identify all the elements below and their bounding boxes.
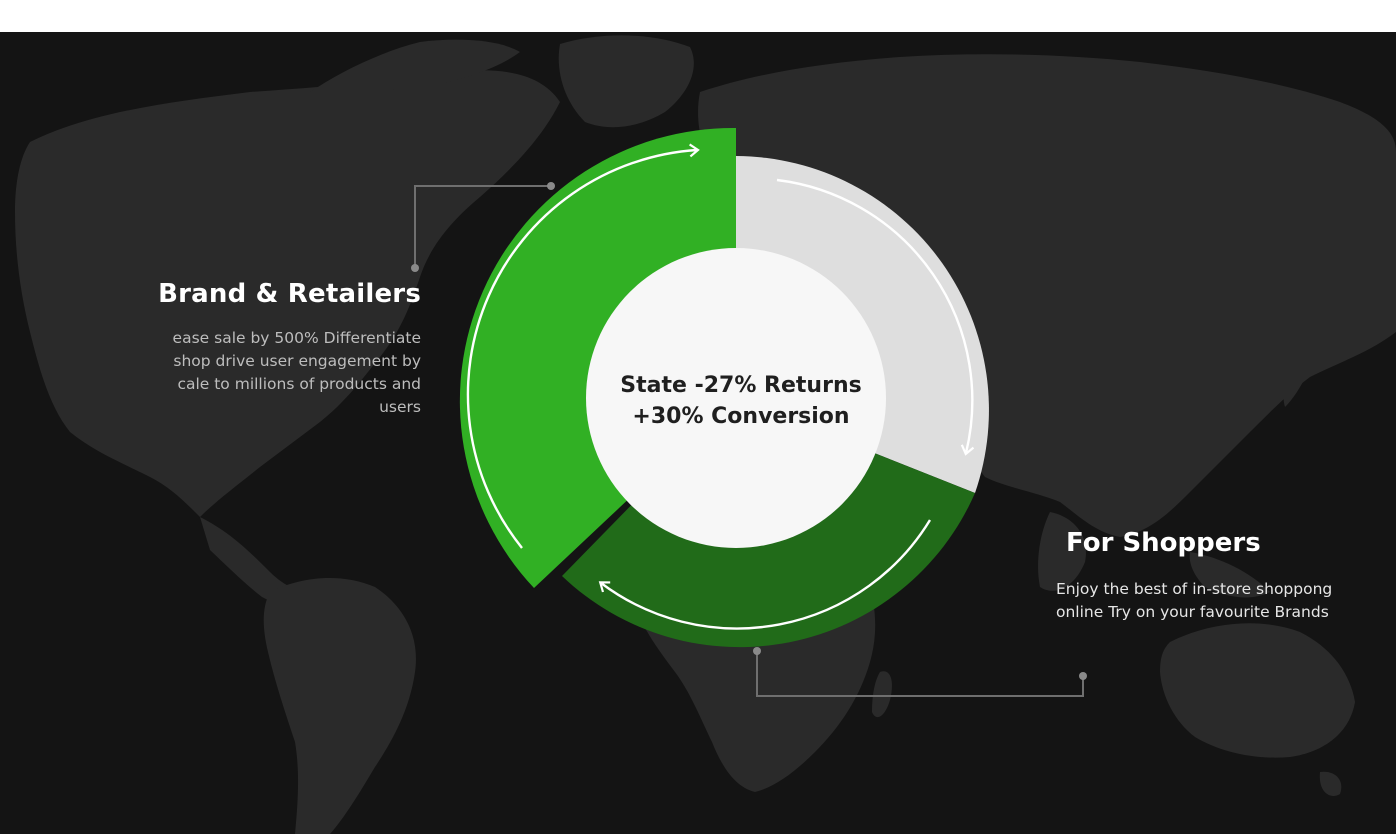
dot-icon — [547, 182, 555, 190]
world-map-icon — [15, 35, 1396, 834]
cycle-arrow-icon — [466, 143, 975, 630]
right-connector — [753, 647, 1087, 697]
left-connector — [411, 182, 555, 272]
description-line: Enjoy the best of in-store shoppong — [1056, 580, 1333, 598]
brand-retailers-description: ease sale by 500% Differentiate shop dri… — [172, 327, 421, 417]
connector-lines — [411, 182, 1087, 697]
center-circle — [586, 248, 886, 548]
for-shoppers-title: For Shoppers — [1066, 528, 1261, 558]
dot-icon — [411, 264, 419, 272]
cycle-ring-diagram — [459, 127, 989, 648]
stat-conversion: +30% Conversion — [632, 404, 850, 429]
dot-icon — [1079, 672, 1087, 680]
description-line: users — [379, 398, 421, 416]
description-line: online Try on your favourite Brands — [1056, 603, 1329, 621]
dot-icon — [753, 647, 761, 655]
hero-section: Brand & Retailers ease sale by 500% Diff… — [0, 32, 1396, 834]
description-line: shop drive user engagement by — [173, 352, 421, 370]
center-stats: State -27% Returns +30% Conversion — [596, 370, 886, 432]
description-line: cale to millions of products and — [177, 375, 421, 393]
description-line: ease sale by 500% Differentiate — [172, 329, 421, 347]
brand-retailers-title: Brand & Retailers — [158, 279, 421, 309]
for-shoppers-description: Enjoy the best of in-store shoppong onli… — [1056, 578, 1376, 624]
stat-returns: State -27% Returns — [620, 373, 862, 398]
